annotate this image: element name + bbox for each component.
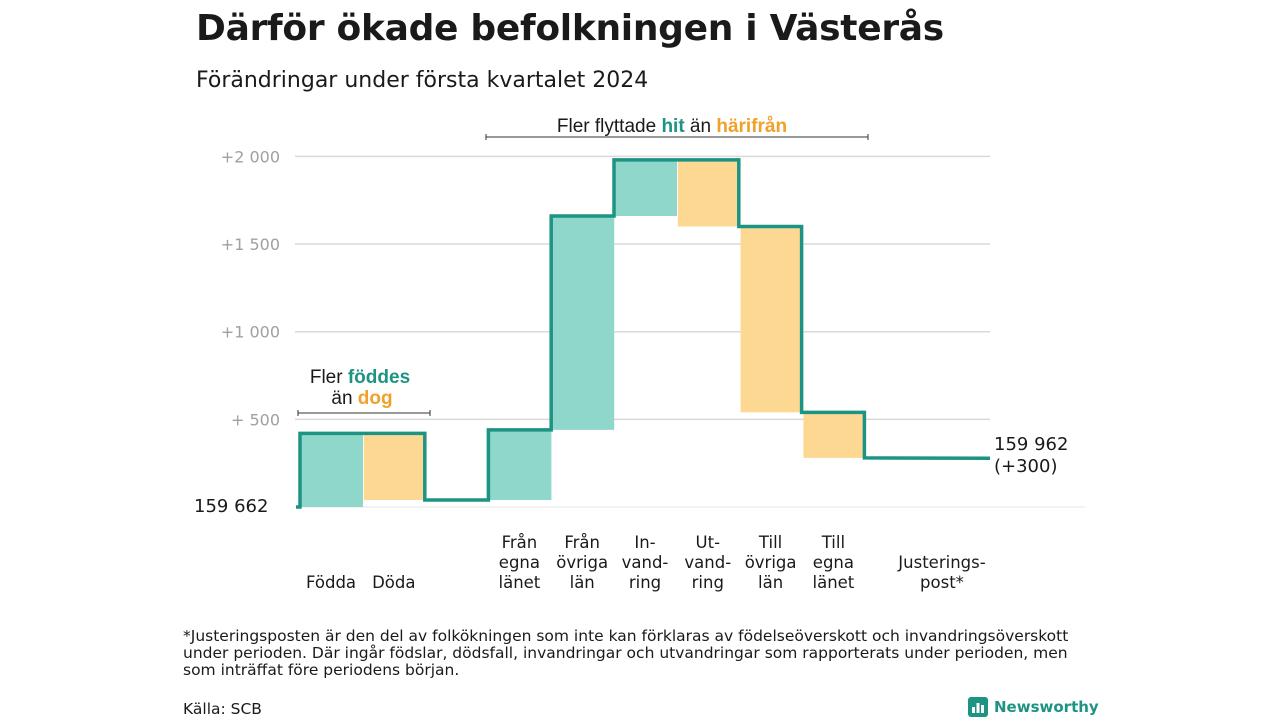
category-label-2-0: Från xyxy=(502,533,538,552)
category-label-8-0: Justerings- xyxy=(897,553,985,572)
annotation-moved-part-0: Fler flyttade xyxy=(557,116,662,137)
brand-name: Newsworthy xyxy=(994,698,1099,716)
annotation-born-part2-1: dog xyxy=(358,388,393,409)
category-label-7-1: egna xyxy=(813,553,854,572)
grid-lines xyxy=(295,155,1085,508)
annotation-born-part-0: Fler xyxy=(310,367,348,388)
annotation-moved-part-2: än xyxy=(685,116,717,137)
step-path xyxy=(296,158,991,509)
chart-title: Därför ökade befolkningen i Västerås xyxy=(196,8,944,49)
category-label-2-1: egna xyxy=(499,553,540,572)
chart-subtitle: Förändringar under första kvartalet 2024 xyxy=(196,68,649,93)
bar-5 xyxy=(677,159,740,227)
bar-3 xyxy=(552,216,615,430)
y-tick-label-1: +1 000 xyxy=(221,323,280,342)
category-label-6-1: övriga xyxy=(745,553,797,572)
category-label-6-2: län xyxy=(758,573,783,592)
bar-6 xyxy=(740,226,803,413)
category-label-5-2: ring xyxy=(692,573,724,592)
waterfall-chart: + 500 +1 000 +1 500 +2 000 159 662 Födda Döda… xyxy=(194,116,1085,592)
bar-7 xyxy=(803,412,866,458)
category-labels: Födda DödaFrånegnalänetFrånövrigalänIn-va… xyxy=(306,434,1068,592)
bar-0 xyxy=(301,433,363,507)
category-label-3-2: län xyxy=(570,573,595,592)
end-value-label: 159 962 xyxy=(994,434,1068,455)
start-value-label: 159 662 xyxy=(194,496,268,517)
annotation-moved: Fler flyttade hit än härifrån xyxy=(557,116,787,137)
bar-2 xyxy=(489,429,552,500)
source-label: Källa: SCB xyxy=(183,700,262,718)
category-label-1-0: Döda xyxy=(372,573,415,592)
category-label-0-0: Födda xyxy=(306,573,356,592)
annotation-born-part-1: föddes xyxy=(348,367,410,388)
bar-4 xyxy=(615,159,677,217)
y-tick-labels: + 500 +1 000 +1 500 +2 000 159 662 xyxy=(194,147,280,517)
y-tick-label-0: + 500 xyxy=(231,410,280,429)
bars xyxy=(301,159,866,507)
category-label-3-1: övriga xyxy=(556,553,608,572)
annotation-born-line2: än dog xyxy=(331,388,392,409)
category-label-7-2: länet xyxy=(813,573,855,592)
category-label-5-0: Ut- xyxy=(696,533,721,552)
annotation-born-line1: Fler föddes xyxy=(310,367,410,388)
category-label-7-0: Till xyxy=(821,533,845,552)
step-line xyxy=(296,158,991,509)
annotation-born-part2-0: än xyxy=(331,388,357,409)
y-tick-label-3: +2 000 xyxy=(221,147,280,166)
category-label-5-1: vand- xyxy=(684,553,731,572)
bar-1 xyxy=(363,433,426,500)
brand[interactable]: Newsworthy xyxy=(968,697,1099,717)
category-label-4-2: ring xyxy=(629,573,661,592)
category-label-3-0: Från xyxy=(564,533,600,552)
end-change-label: (+300) xyxy=(994,456,1057,477)
category-label-4-0: In- xyxy=(634,533,655,552)
annotation-moved-part-3: härifrån xyxy=(716,116,787,137)
y-tick-label-2: +1 500 xyxy=(221,235,280,254)
footnote: *Justeringsposten är den del av folkökni… xyxy=(183,627,1069,679)
category-label-8-1: post* xyxy=(920,573,964,592)
annotation-moved-part-1: hit xyxy=(661,116,685,137)
category-label-2-2: länet xyxy=(499,573,541,592)
category-label-4-1: vand- xyxy=(622,553,669,572)
annotations: Fler flyttade hit än härifrån Fler föddes… xyxy=(297,116,869,416)
category-label-6-0: Till xyxy=(758,533,782,552)
bar-chart-logo-icon xyxy=(968,697,988,717)
